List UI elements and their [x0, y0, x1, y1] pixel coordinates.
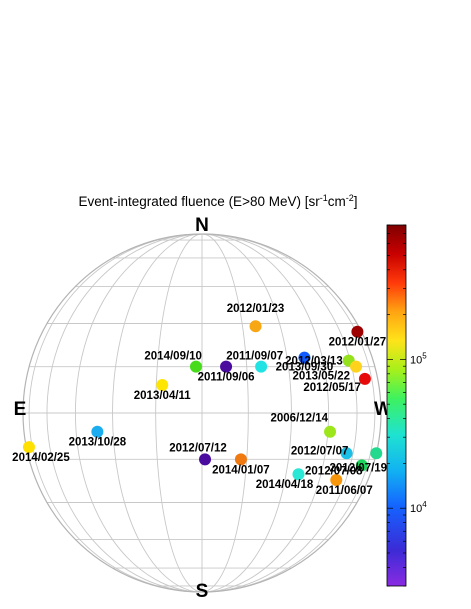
event-label: 2013/05/22: [292, 371, 350, 383]
north-label: N: [195, 215, 209, 236]
event-label: 2012/07/19: [330, 462, 388, 474]
chart-title-main: Event-integrated fluence (E>80 MeV) [sr: [78, 194, 320, 209]
event-point: [292, 468, 305, 481]
colorbar-gradient: [386, 224, 407, 587]
event-point: [189, 360, 202, 373]
event-label: 2011/09/06: [198, 372, 255, 384]
event-label: 2013/10/28: [69, 437, 127, 449]
event-label: 2011/09/07: [226, 351, 283, 363]
event-point: [249, 320, 262, 333]
event-point: [324, 425, 337, 438]
event-label: 2014/01/07: [212, 464, 270, 476]
chart-title-end: ]: [354, 194, 358, 209]
event-point: [91, 425, 104, 438]
event-point: [234, 453, 247, 466]
event-label: 2012/03/13: [285, 356, 343, 368]
event-label: 2013/04/11: [134, 390, 192, 402]
chart-title-sup1: -1: [320, 193, 328, 203]
event-label: 2014/02/25: [12, 452, 70, 464]
event-point: [199, 453, 212, 466]
event-point: [355, 459, 368, 472]
event-point: [370, 447, 383, 460]
event-label: 2012/05/17: [303, 382, 361, 394]
event-label: 2012/07/08: [305, 465, 363, 477]
event-point: [298, 351, 311, 364]
event-label: 2014/09/10: [144, 351, 202, 363]
event-labels: 2012/01/23 2012/01/27 2013/09/302012/03/13…: [12, 303, 387, 497]
event-point: [358, 372, 371, 385]
colorbar-tick-label: 105: [410, 351, 427, 366]
chart-title: Event-integrated fluence (E>80 MeV) [sr-…: [78, 193, 357, 209]
event-label: 2012/01/23: [227, 303, 285, 315]
event-point: [351, 325, 364, 338]
event-point: [350, 360, 363, 373]
colorbar: 104 105: [386, 224, 427, 587]
event-point: [220, 360, 233, 373]
solar-disk: [22, 233, 382, 593]
east-label: E: [14, 399, 27, 420]
event-point: [330, 474, 343, 487]
south-label: S: [196, 581, 209, 602]
event-points: 2012/01/23 2012/01/27 2013/09/302012/03/13…: [12, 303, 387, 497]
event-label: 2013/09/30: [276, 362, 334, 374]
event-label: 2014/04/18: [256, 479, 314, 491]
event-point: [255, 360, 268, 373]
event-point: [340, 447, 353, 460]
event-label: 2012/01/27: [329, 337, 387, 349]
event-label: 2006/12/14: [270, 413, 328, 425]
event-label: 2011/06/07: [316, 485, 373, 497]
disk-limb: [22, 233, 382, 593]
event-label: 2012/07/12: [169, 442, 227, 454]
event-label: 2012/07/07: [291, 445, 349, 457]
chart-title-cm: cm: [328, 194, 346, 209]
chart-title-sup2: -2: [346, 193, 354, 203]
event-point: [22, 441, 35, 454]
colorbar-tick-label: 104: [410, 500, 427, 515]
event-point: [156, 378, 169, 391]
